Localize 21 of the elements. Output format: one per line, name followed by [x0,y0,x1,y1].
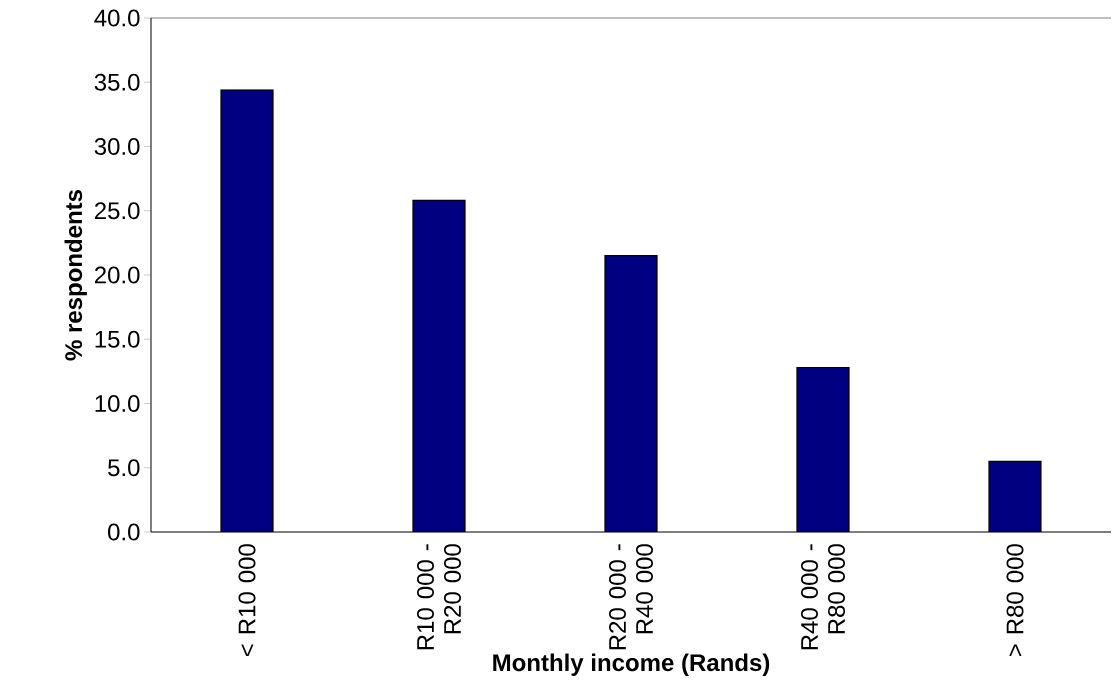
bar [988,460,1042,532]
x-tick-label: > R80 000 [1006,544,1024,657]
y-tick-label: 25.0 [94,202,140,220]
y-tick-label: 35.0 [94,73,140,91]
y-tick-label: 30.0 [94,138,140,155]
x-tick-label: R20 000 - R40 000 [609,544,653,650]
x-tick-label: R40 000 - R80 000 [801,544,845,650]
y-tick-label: 0.0 [108,523,140,541]
y-tick-label: 40.0 [94,9,140,27]
y-tick-label: 15.0 [95,330,140,348]
y-axis-title: % respondents [64,190,87,361]
bar [605,255,657,532]
bar [221,89,273,532]
x-tick-label: < R10 000 [238,544,256,657]
x-tick-label: R10 000 - R20 000 [417,544,461,650]
bar [413,200,465,532]
y-tick-label: 5.0 [108,459,140,477]
y-tick-label: 10.0 [95,395,140,412]
x-axis-title: Monthly income (Rands) [493,653,770,676]
y-tick-label: 20.0 [94,266,140,284]
bar [797,367,849,532]
